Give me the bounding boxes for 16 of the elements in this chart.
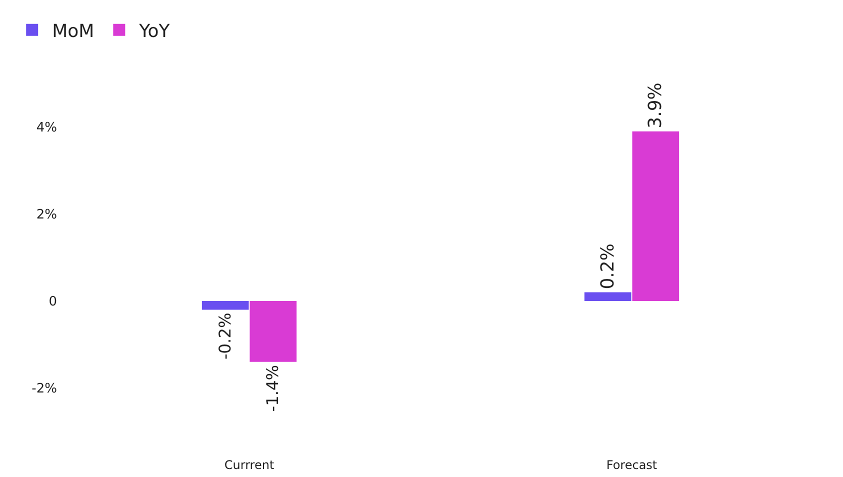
legend-label: YoY	[138, 20, 171, 42]
data-label: -1.4%	[263, 364, 282, 412]
y-tick-label: 2%	[36, 208, 57, 223]
y-tick-label: -2%	[32, 382, 57, 397]
data-label: 0.2%	[597, 244, 618, 290]
x-tick-label: Forecast	[606, 458, 658, 472]
y-tick-label: 4%	[36, 120, 57, 136]
bar	[250, 301, 297, 362]
data-label: 3.9%	[645, 82, 666, 128]
bar	[202, 301, 249, 310]
y-tick-label: 0	[48, 294, 57, 310]
data-label: -0.2%	[215, 312, 234, 360]
legend-label: MoM	[52, 20, 94, 42]
bar	[632, 131, 680, 301]
x-tick-label: Currrent	[224, 458, 274, 472]
bar	[584, 292, 632, 301]
